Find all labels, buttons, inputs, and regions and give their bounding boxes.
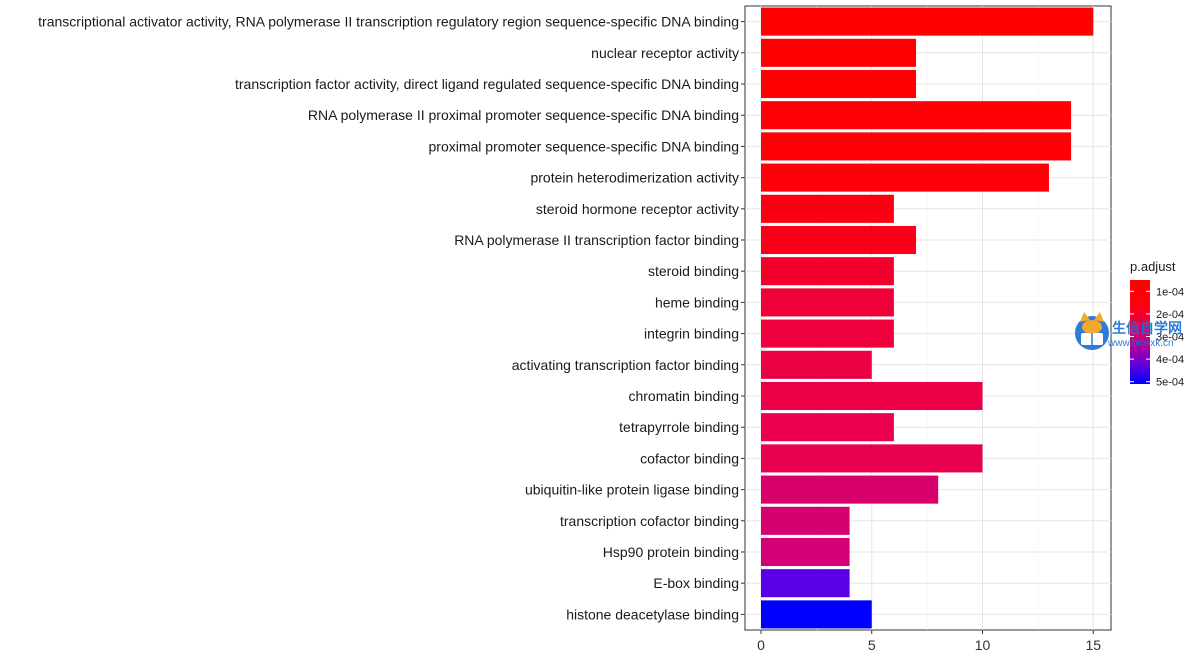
category-label: tetrapyrrole binding	[619, 419, 739, 435]
category-label: RNA polymerase II proximal promoter sequ…	[308, 107, 739, 123]
category-label: steroid binding	[648, 263, 739, 279]
legend-ticks: 1e-04 2e-04 3e-04 4e-04 5e-04	[1130, 286, 1184, 389]
category-label: transcription factor activity, direct li…	[235, 76, 739, 92]
bar	[761, 319, 894, 348]
legend: p.adjust 1e-04 2e-04 3e-04 4e-04 5e-04	[1130, 259, 1184, 389]
category-labels: transcriptional activator activity, RNA …	[38, 14, 745, 622]
category-label: transcriptional activator activity, RNA …	[38, 14, 739, 30]
x-tick-label: 0	[757, 637, 765, 653]
category-label: Hsp90 protein binding	[603, 544, 739, 560]
x-tick-label: 10	[975, 637, 991, 653]
legend-title: p.adjust	[1130, 259, 1176, 274]
category-label: proximal promoter sequence-specific DNA …	[429, 138, 739, 154]
bar	[761, 350, 872, 379]
bar	[761, 413, 894, 442]
plot-panel	[744, 5, 1112, 631]
category-label: protein heterodimerization activity	[530, 170, 739, 186]
watermark: 生信自学网 www.biosxk.cn	[1075, 312, 1182, 350]
watermark-name: 生信自学网	[1112, 320, 1182, 336]
legend-tick-label: 1e-04	[1156, 286, 1184, 298]
legend-tick-label: 5e-04	[1156, 377, 1184, 389]
bar	[761, 288, 894, 317]
bar	[761, 381, 983, 411]
bar	[761, 537, 850, 567]
category-label: transcription cofactor binding	[560, 513, 739, 529]
bar	[761, 257, 894, 286]
category-label: ubiquitin-like protein ligase binding	[525, 482, 739, 498]
watermark-logo-icon	[1075, 312, 1109, 350]
legend-colorbar	[1130, 280, 1150, 384]
category-label: chromatin binding	[628, 388, 739, 404]
category-label: steroid hormone receptor activity	[536, 201, 739, 217]
category-label: E-box binding	[653, 575, 739, 591]
watermark-url: www.biosxk.cn	[1107, 338, 1174, 349]
legend-tick-label: 4e-04	[1156, 354, 1184, 366]
bar	[761, 600, 872, 629]
category-label: activating transcription factor binding	[512, 357, 739, 373]
bar	[761, 69, 917, 99]
category-label: heme binding	[655, 294, 739, 310]
bar	[761, 506, 850, 535]
category-label: RNA polymerase II transcription factor b…	[454, 232, 739, 248]
bar	[761, 569, 850, 598]
x-tick-label: 15	[1085, 637, 1101, 653]
category-label: nuclear receptor activity	[591, 45, 739, 61]
category-label: integrin binding	[644, 326, 739, 342]
bar	[761, 225, 917, 255]
category-label: cofactor binding	[640, 450, 739, 466]
bar	[761, 7, 1094, 36]
bar	[761, 475, 939, 504]
bar	[761, 444, 983, 473]
bar	[761, 38, 917, 67]
bar	[761, 132, 1072, 161]
category-label: histone deacetylase binding	[566, 606, 739, 622]
bars-group	[761, 7, 1094, 629]
bar	[761, 101, 1072, 130]
x-tick-label: 5	[868, 637, 876, 653]
x-axis: 0 5 10 15	[757, 630, 1101, 653]
legend-tick-label: 3e-04	[1156, 332, 1184, 344]
bar	[761, 163, 1049, 192]
bar	[761, 194, 894, 223]
legend-tick-label: 2e-04	[1156, 309, 1184, 321]
